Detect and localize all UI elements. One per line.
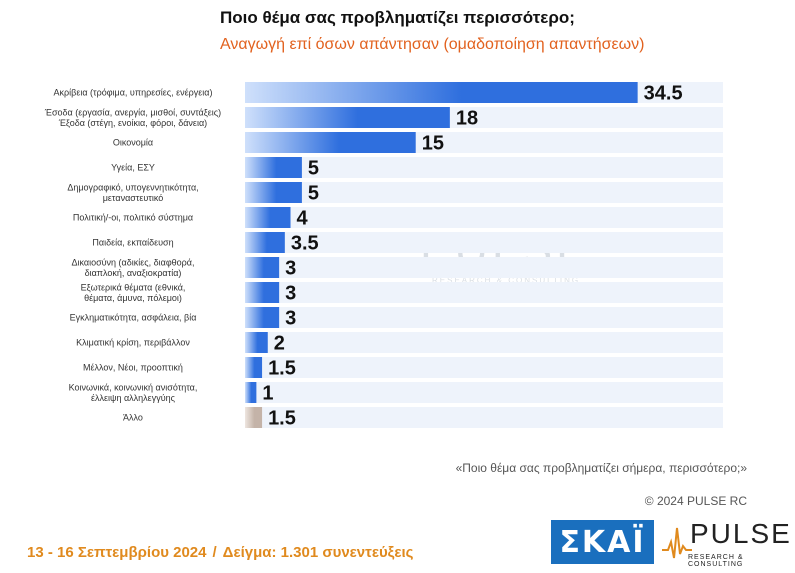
bar bbox=[245, 82, 638, 103]
pulse-logo: PULSE RESEARCH & CONSULTING bbox=[660, 516, 790, 568]
bar bbox=[245, 407, 263, 428]
category-label: Πολιτική/-οι, πολιτικό σύστημα bbox=[73, 213, 193, 223]
value-label: 15 bbox=[422, 133, 444, 155]
copyright-note: © 2024 PULSE RC bbox=[644, 494, 747, 508]
category-label: Οικονομία bbox=[113, 138, 153, 148]
category-label: Εξωτερικά θέματα (εθνικά, θέματα, άμυνα, … bbox=[81, 282, 186, 303]
bar bbox=[245, 232, 285, 253]
value-label: 3 bbox=[285, 283, 296, 305]
pulse-logo-word: PULSE bbox=[690, 518, 792, 549]
value-label: 1 bbox=[262, 383, 273, 405]
footer-sample: Δείγμα: 1.301 συνεντεύξεις bbox=[222, 544, 414, 561]
row-band bbox=[245, 307, 723, 328]
watermark-sub: RESEARCH & CONSULTING bbox=[432, 276, 581, 285]
value-label: 1.5 bbox=[268, 358, 296, 380]
value-label: 1.5 bbox=[268, 408, 296, 430]
row-band bbox=[245, 232, 723, 253]
category-label: Εγκληματικότητα, ασφάλεια, βία bbox=[70, 313, 197, 323]
bar bbox=[245, 132, 416, 153]
value-label: 3.5 bbox=[291, 233, 319, 255]
chart-subtitle: Αναγωγή επί όσων απάντησαν (ομαδοποίηση … bbox=[220, 36, 645, 53]
row-band bbox=[245, 207, 723, 228]
value-label: 3 bbox=[285, 308, 296, 330]
bar bbox=[245, 182, 302, 203]
value-label: 2 bbox=[274, 333, 285, 355]
category-label: Έσοδα (εργασία, ανεργία, μισθοί, συντάξε… bbox=[44, 107, 221, 128]
bar-chart: 34.5 Ακρίβεια (τρόφιμα, υπηρεσίες, ενέργε… bbox=[44, 82, 723, 430]
bar bbox=[245, 257, 280, 278]
value-label: 4 bbox=[297, 208, 309, 230]
value-label: 3 bbox=[285, 258, 296, 280]
pulse-wave-icon bbox=[662, 527, 692, 559]
category-label: Δημογραφικό, υπογεννητικότητα, μεταναστευ… bbox=[67, 182, 198, 203]
value-label: 5 bbox=[308, 183, 319, 205]
footer-info: 13 - 16 Σεπτεμβρίου 2024 / Δείγμα: 1.301 σ… bbox=[27, 544, 413, 561]
survey-question: «Ποιο θέμα σας προβληματίζει σήμερα, περ… bbox=[455, 461, 747, 475]
category-label: Ακρίβεια (τρόφιμα, υπηρεσίες, ενέργεια) bbox=[54, 88, 213, 98]
category-label: Κλιματική κρίση, περιβάλλον bbox=[76, 338, 190, 348]
row-band bbox=[245, 257, 723, 278]
value-label: 5 bbox=[308, 158, 319, 180]
bar bbox=[245, 107, 450, 128]
category-label: Υγεία, ΕΣΥ bbox=[111, 163, 155, 173]
skai-logo: ΣΚΑΪ bbox=[551, 520, 654, 564]
bar bbox=[245, 382, 257, 403]
row-band bbox=[245, 157, 723, 178]
footer-separator: / bbox=[212, 544, 217, 561]
category-label: Παιδεία, εκπαίδευση bbox=[92, 238, 173, 248]
row-band bbox=[245, 282, 723, 303]
bar bbox=[245, 357, 263, 378]
value-label: 34.5 bbox=[644, 83, 683, 105]
chart-title: Ποιο θέμα σας προβληματίζει περισσότερο; bbox=[220, 8, 575, 27]
row-band bbox=[245, 382, 723, 403]
row-band bbox=[245, 182, 723, 203]
pulse-logo-sub: RESEARCH & CONSULTING bbox=[688, 554, 744, 568]
bar bbox=[245, 307, 280, 328]
category-label: Κοινωνικά, κοινωνική ανισότητα, έλλειψη α… bbox=[69, 382, 198, 403]
bar bbox=[245, 282, 280, 303]
category-label: Μέλλον, Νέοι, προοπτική bbox=[83, 363, 183, 373]
row-band bbox=[245, 357, 723, 378]
row-band bbox=[245, 407, 723, 428]
value-label: 18 bbox=[456, 108, 478, 130]
bar bbox=[245, 207, 291, 228]
footer-dates: 13 - 16 Σεπτεμβρίου 2024 bbox=[27, 544, 207, 561]
bar bbox=[245, 157, 302, 178]
category-label: Άλλο bbox=[123, 413, 143, 423]
category-label: Δικαιοσύνη (αδικίες, διαφθορά, διαπλοκή, … bbox=[71, 257, 194, 278]
row-band bbox=[245, 332, 723, 353]
bar bbox=[245, 332, 268, 353]
